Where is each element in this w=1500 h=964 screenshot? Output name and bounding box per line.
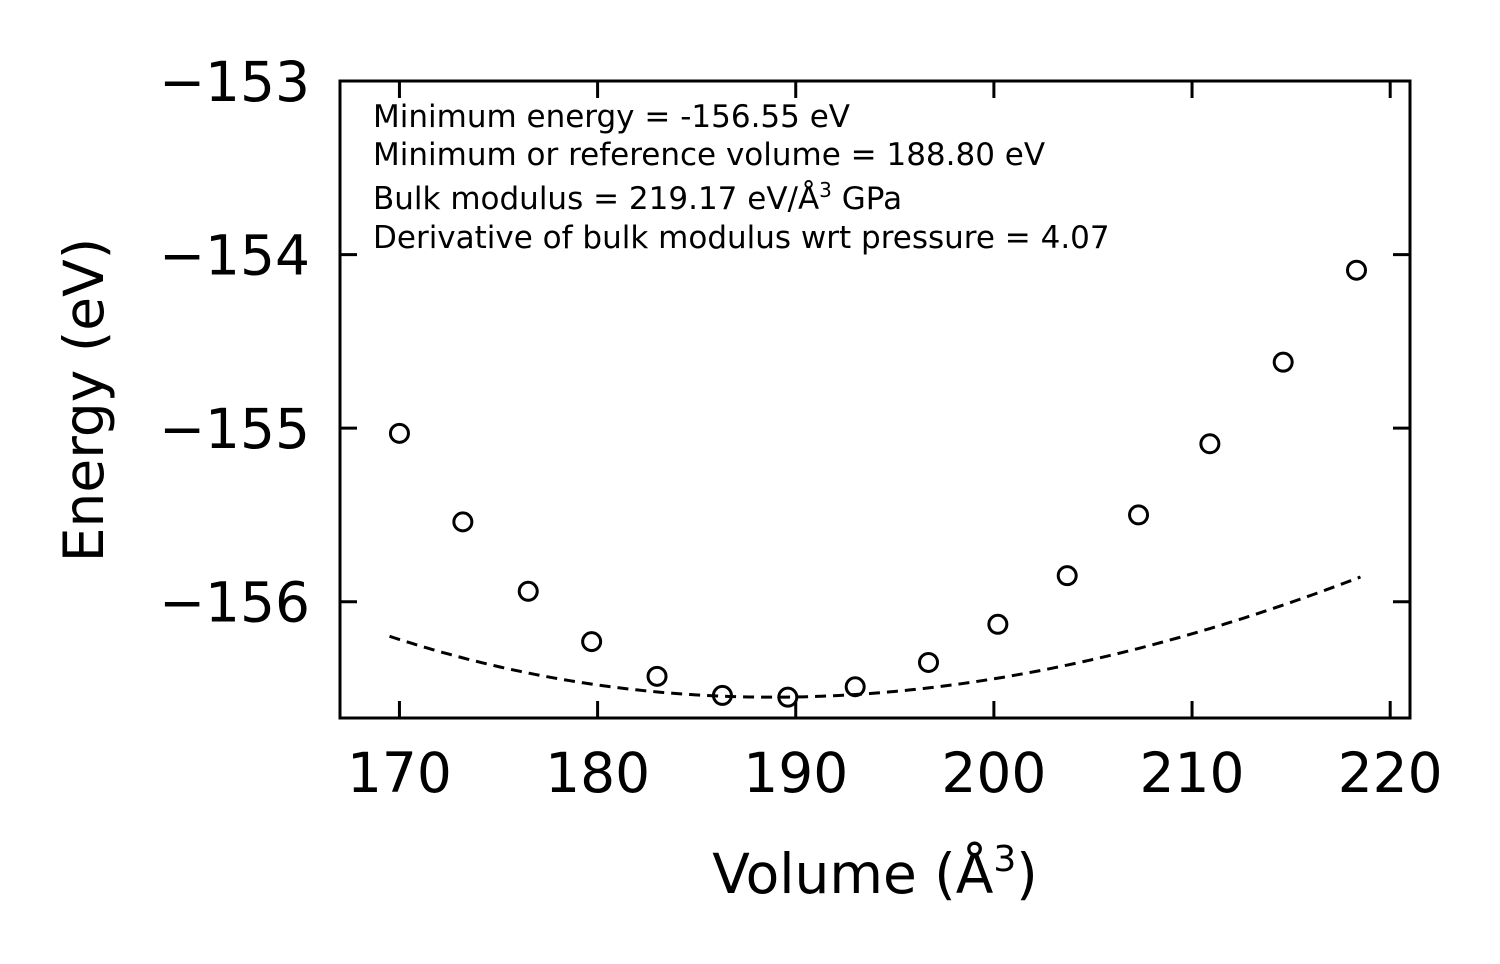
x-axis-label-text: Volume (Å [712, 841, 993, 906]
y-tick-label: −155 [159, 397, 310, 461]
data-point [452, 511, 474, 533]
plot-frame [338, 79, 1412, 720]
x-tick-label: 190 [743, 741, 848, 805]
data-point [918, 651, 939, 673]
data-point [1056, 565, 1078, 587]
x-tick-label: 210 [1140, 741, 1245, 805]
y-axis-label: Energy (eV) [52, 238, 116, 562]
data-point [517, 580, 539, 602]
annotation-block: Minimum energy = -156.55 eV Minimum or r… [373, 99, 1110, 256]
fit-curve [389, 575, 1361, 699]
annotation-ref-volume: Minimum or reference volume = 188.80 eV [373, 137, 1045, 173]
data-point [1128, 504, 1150, 526]
annotation-bulk-derivative: Derivative of bulk modulus wrt pressure … [373, 220, 1110, 256]
bulk-modulus-sup: 3 [819, 178, 832, 202]
data-point [581, 631, 603, 653]
x-axis-label-end: ) [1016, 842, 1037, 906]
y-axis-ticks: −156 −155 −154 −153 [159, 50, 1410, 635]
x-tick-label: 220 [1338, 741, 1443, 805]
data-point [646, 665, 668, 687]
data-points [388, 259, 1367, 708]
x-axis-label: Volume (Å3) [712, 839, 1038, 906]
data-point [711, 684, 733, 706]
y-tick-label: −154 [159, 224, 310, 288]
data-point [388, 422, 410, 444]
data-point [777, 686, 799, 708]
data-point [1346, 259, 1367, 281]
x-axis-label-sup: 3 [993, 839, 1016, 880]
data-point [987, 613, 1009, 635]
annotation-bulk-modulus: Bulk modulus = 219.17 eV/Å3 GPa [373, 178, 902, 217]
bulk-modulus-tail: GPa [832, 181, 902, 217]
x-tick-label: 170 [347, 741, 452, 805]
data-point [844, 676, 866, 698]
annotation-min-energy: Minimum energy = -156.55 eV [373, 99, 850, 135]
y-tick-label: −156 [159, 571, 310, 635]
x-tick-label: 200 [941, 741, 1046, 805]
data-point [1272, 351, 1294, 373]
bulk-modulus-text: Bulk modulus = 219.17 eV/Å [373, 181, 819, 217]
y-tick-label: −153 [159, 50, 310, 114]
data-point [1199, 433, 1221, 455]
x-axis-ticks: 170 180 190 200 210 220 [347, 81, 1443, 805]
x-tick-label: 180 [545, 741, 650, 805]
